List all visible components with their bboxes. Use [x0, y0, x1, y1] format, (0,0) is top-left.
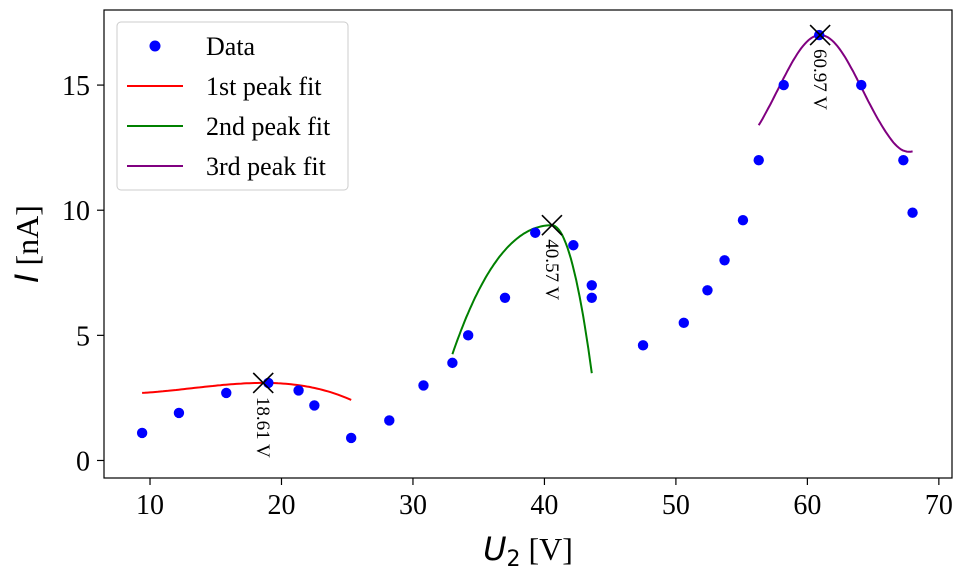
peak-marker-3: [809, 24, 831, 46]
y-axis-ticks: 0 5 10 15: [62, 71, 104, 477]
y-tick-label: 10: [62, 196, 90, 227]
data-point: [136, 427, 148, 439]
data-point: [462, 330, 474, 341]
data-point: [719, 255, 730, 266]
data-point: [678, 317, 689, 329]
x-axis-label-symbol: U: [483, 530, 506, 568]
data-point: [173, 407, 185, 419]
fit-curve-2: [451, 224, 593, 374]
plot-frame: [103, 9, 953, 479]
legend-data-label: Data: [206, 32, 256, 61]
legend-fit3-label: 3rd peak fit: [206, 152, 327, 181]
peak-annotation-3: 60.97 V: [809, 49, 830, 110]
data-point: [530, 227, 541, 238]
peak-marker-1: [252, 372, 274, 394]
fit-curves: [142, 33, 913, 401]
peak-annotation-2: 40.57 V: [541, 239, 562, 300]
data-point: [384, 415, 395, 426]
data-point: [309, 400, 320, 411]
data-point: [418, 380, 429, 391]
legend-fit1-label: 1st peak fit: [206, 72, 322, 101]
x-tick-label: 20: [267, 490, 295, 521]
data-point: [499, 292, 511, 304]
data-point: [568, 240, 579, 251]
legend-fit2-label: 2nd peak fit: [206, 112, 331, 141]
legend-data-marker: [149, 40, 161, 52]
fit-curve-1: [142, 381, 352, 401]
data-point: [753, 154, 764, 166]
y-tick-label: 15: [62, 71, 90, 102]
peak-marker-2: [541, 214, 563, 236]
x-axis-label-subscript: 2: [507, 547, 521, 572]
data-point: [702, 285, 713, 296]
peak-annotation-1: 18.61 V: [252, 397, 273, 458]
data-point: [778, 79, 789, 91]
data-points: [136, 29, 918, 444]
data-point: [586, 292, 597, 304]
data-point: [293, 385, 304, 396]
data-point: [907, 207, 918, 218]
peak-markers: 18.61 V 40.57 V 60.97 V: [252, 24, 831, 458]
y-axis-label: I [nA]: [8, 205, 46, 283]
x-tick-label: 60: [793, 490, 821, 521]
fit-curve-3: [757, 33, 913, 153]
data-point: [737, 215, 749, 226]
legend-box: [116, 21, 349, 191]
data-point: [345, 432, 357, 444]
legend: Data 1st peak fit 2nd peak fit 3rd peak …: [116, 21, 349, 191]
data-point: [898, 154, 909, 166]
y-tick-label: 0: [76, 446, 90, 477]
data-point: [263, 377, 274, 389]
x-tick-label: 30: [399, 490, 427, 521]
data-point: [856, 79, 867, 91]
data-point: [586, 280, 597, 291]
data-point: [221, 387, 232, 399]
y-tick-label: 5: [76, 321, 90, 352]
x-tick-label: 70: [925, 490, 953, 521]
x-tick-label: 40: [530, 490, 558, 521]
x-axis-label-unit: [V]: [529, 531, 573, 567]
data-point: [447, 357, 458, 369]
x-tick-label: 10: [136, 490, 164, 521]
data-point: [637, 340, 649, 351]
x-tick-label: 50: [662, 490, 690, 521]
x-axis-ticks: 10 20 30 40 50 60 70: [136, 478, 953, 521]
y-axis-label-symbol: I: [8, 273, 46, 282]
x-axis-label: U2 [V]: [483, 530, 573, 572]
y-axis-label-unit: [nA]: [9, 205, 45, 265]
